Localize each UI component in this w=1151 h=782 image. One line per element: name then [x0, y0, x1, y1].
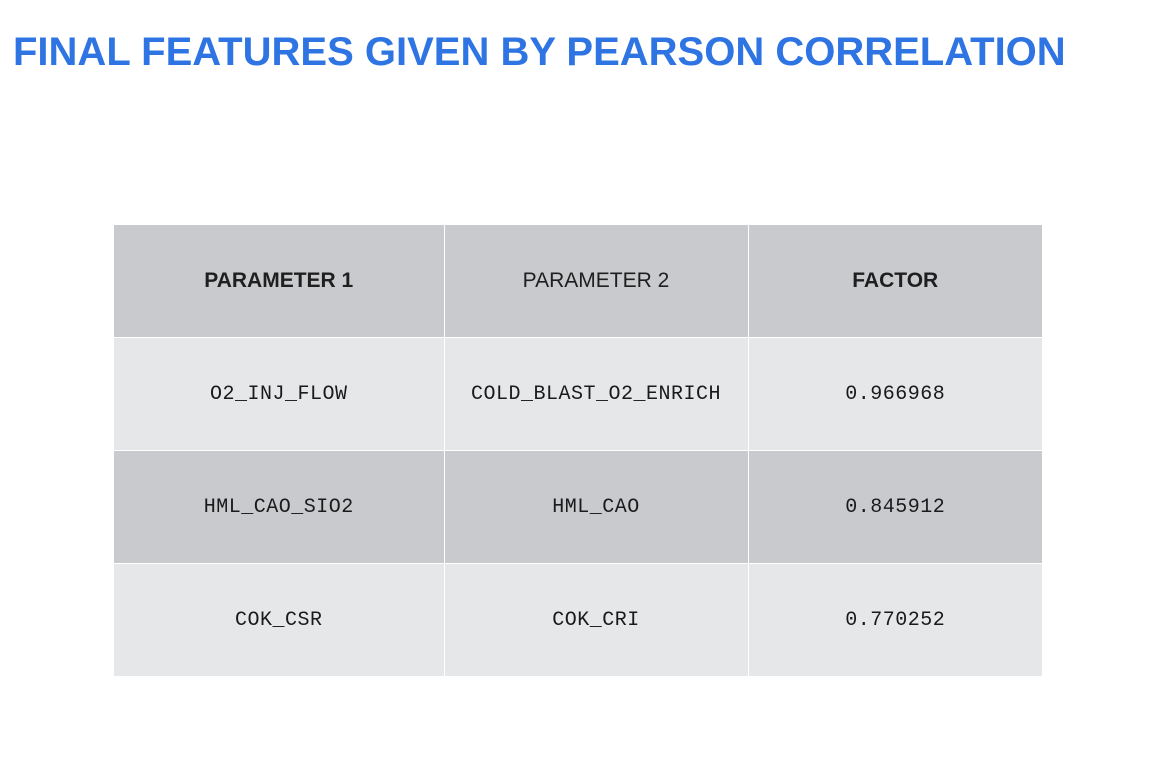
table-row: HML_CAO_SIO2 HML_CAO 0.845912: [114, 450, 1042, 564]
table-header-row: PARAMETER 1 PARAMETER 2 FACTOR: [114, 225, 1042, 338]
cell-parameter-2: COLD_BLAST_O2_ENRICH: [444, 337, 749, 451]
correlation-table: PARAMETER 1 PARAMETER 2 FACTOR O2_INJ_FL…: [114, 225, 1042, 677]
cell-parameter-2: HML_CAO: [444, 450, 749, 564]
cell-factor: 0.966968: [748, 337, 1042, 451]
column-header-factor: FACTOR: [748, 225, 1042, 338]
cell-parameter-1: O2_INJ_FLOW: [114, 337, 445, 451]
cell-parameter-2: COK_CRI: [444, 563, 749, 677]
cell-factor: 0.770252: [748, 563, 1042, 677]
cell-parameter-1: HML_CAO_SIO2: [114, 450, 445, 564]
table-row: COK_CSR COK_CRI 0.770252: [114, 563, 1042, 677]
page-title: FINAL FEATURES GIVEN BY PEARSON CORRELAT…: [13, 30, 1066, 74]
column-header-parameter-2: PARAMETER 2: [444, 225, 749, 338]
cell-parameter-1: COK_CSR: [114, 563, 445, 677]
table-row: O2_INJ_FLOW COLD_BLAST_O2_ENRICH 0.96696…: [114, 337, 1042, 451]
cell-factor: 0.845912: [748, 450, 1042, 564]
column-header-parameter-1: PARAMETER 1: [114, 225, 445, 338]
